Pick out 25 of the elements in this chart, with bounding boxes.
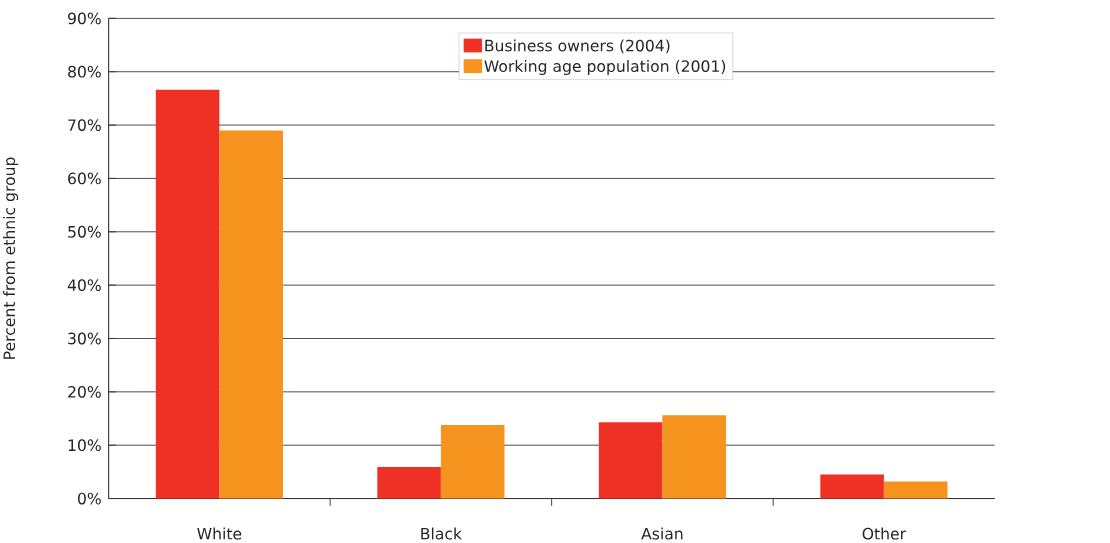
y-tick-label: 20% — [68, 386, 101, 398]
bar — [820, 474, 884, 499]
legend-label: Business owners (2004) — [485, 39, 670, 54]
y-axis-title: Percent from ethnic group — [3, 157, 19, 359]
y-tick-label: 50% — [68, 226, 101, 238]
y-tick-label: 10% — [68, 439, 101, 452]
bar — [377, 467, 441, 499]
x-tick-label: Black — [421, 527, 462, 540]
bar — [883, 481, 948, 499]
y-tick-label: 0% — [77, 492, 101, 505]
y-tick-label: 30% — [68, 332, 101, 345]
y-tick-label: 90% — [68, 12, 101, 25]
x-tick-label: Other — [862, 527, 907, 540]
bar — [440, 425, 505, 499]
legend-label: Working age population (2001) — [484, 60, 726, 76]
bar — [219, 130, 283, 499]
bar — [662, 415, 726, 499]
y-tick-label: 70% — [68, 119, 101, 132]
bar — [598, 422, 663, 499]
bar — [155, 90, 220, 499]
x-tick-label: White — [197, 527, 242, 540]
x-tick-label: Asian — [641, 527, 683, 540]
y-tick-label: 40% — [67, 279, 101, 292]
y-tick-label: 80% — [68, 65, 101, 78]
y-tick-label: 60% — [68, 172, 101, 185]
